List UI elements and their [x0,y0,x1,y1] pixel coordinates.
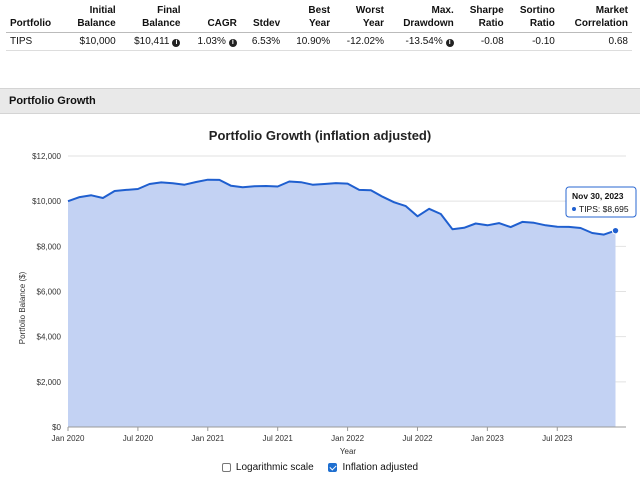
log-scale-label: Logarithmic scale [235,462,314,473]
x-tick-label: Jul 2021 [263,434,294,443]
section-header: Portfolio Growth [0,88,640,114]
x-axis-ticks: Jan 2020 Jul 2020 Jan 2021 Jul 2021 Jan 2022… [52,427,573,443]
header-portfolio: Portfolio [10,18,52,29]
header-final-balance: Final Balance [142,5,181,29]
max-drawdown-value: -13.54% [405,36,443,47]
x-tick-label: Jul 2022 [402,434,433,443]
y-tick-label: $8,000 [37,242,62,251]
final-balance-value: $10,411 [134,36,170,47]
log-scale-option[interactable]: Logarithmic scale [221,462,314,473]
log-scale-checkbox[interactable] [221,463,231,472]
section-title: Portfolio Growth [9,95,96,107]
y-tick-label: $10,000 [32,197,61,206]
tooltip-date: Nov 30, 2023 [572,191,624,201]
cell-final-balance: $10,411 i [120,33,185,51]
summary-table: Portfolio Initial Balance Final Balance … [6,4,632,51]
info-icon[interactable]: i [445,39,454,47]
header-sharpe-ratio: Sharpe Ratio [469,5,504,29]
y-tick-label: $6,000 [37,288,62,297]
tooltip: Nov 30, 2023 TIPS: $8,695 [565,186,637,218]
tooltip-series-dot [572,207,576,211]
y-tick-label: $0 [52,423,61,432]
x-tick-label: Jan 2020 [52,434,85,443]
table-row: TIPS $10,000 $10,411 i 1.03% i 6.53% 10.90… [6,33,632,51]
y-tick-label: $4,000 [37,333,62,342]
cell-stdev: 6.53% [251,36,281,47]
inflation-option[interactable]: Inflation adjusted [328,462,418,473]
summary-header-row: Portfolio Initial Balance Final Balance … [6,4,632,33]
cell-best-year: 10.90% [296,36,331,47]
chart-options: Logarithmic scale Inflation adjusted [0,462,640,475]
series-line-tips [67,178,616,236]
x-tick-label: Jul 2020 [123,434,154,443]
inflation-label: Inflation adjusted [342,462,419,473]
tooltip-box [565,186,637,218]
cell-initial-balance: $10,000 [79,36,116,47]
series-area-fill [68,179,616,427]
y-tick-label: $12,000 [32,152,61,161]
inflation-checkbox[interactable] [328,463,338,472]
x-tick-label: Jan 2023 [471,434,504,443]
chart-title: Portfolio Growth (inflation adjusted) [209,128,431,143]
header-initial-balance: Initial Balance [77,5,116,29]
header-max-drawdown: Max. Drawdown [403,5,454,29]
cell-sharpe-ratio: -0.08 [480,36,504,47]
header-worst-year: Worst Year [355,5,384,29]
data-point-marker [611,226,620,235]
portfolio-growth-chart[interactable]: Portfolio Growth (inflation adjusted) $0… [0,120,640,460]
x-tick-label: Jul 2023 [542,434,573,443]
plot-area [67,178,626,428]
y-axis-ticks: $0 $2,000 $4,000 $6,000 $8,000 $10,000 $12,000 [32,152,61,432]
cell-portfolio: TIPS [10,36,33,47]
header-market-correlation: Market Correlation [574,5,628,29]
header-stdev: Stdev [252,18,281,29]
cell-max-drawdown: -13.54% i [388,33,458,51]
header-cagr: CAGR [207,18,237,29]
cell-sortino-ratio: -0.10 [532,36,555,47]
y-tick-label: $2,000 [37,378,62,387]
y-axis-label: Portfolio Balance ($) [18,271,27,344]
cell-market-correlation: 0.68 [608,36,628,47]
info-icon[interactable]: i [172,39,181,47]
cell-cagr: 1.03% i [184,33,240,51]
x-tick-label: Jan 2021 [191,434,224,443]
x-axis-label: Year [340,447,357,456]
header-best-year: Best Year [308,5,331,29]
info-icon[interactable]: i [228,39,237,47]
header-sortino-ratio: Sortino Ratio [519,5,555,29]
cagr-value: 1.03% [197,36,226,47]
x-tick-label: Jan 2022 [331,434,364,443]
tooltip-value: TIPS: $8,695 [579,204,629,214]
cell-worst-year: -12.02% [346,36,384,47]
